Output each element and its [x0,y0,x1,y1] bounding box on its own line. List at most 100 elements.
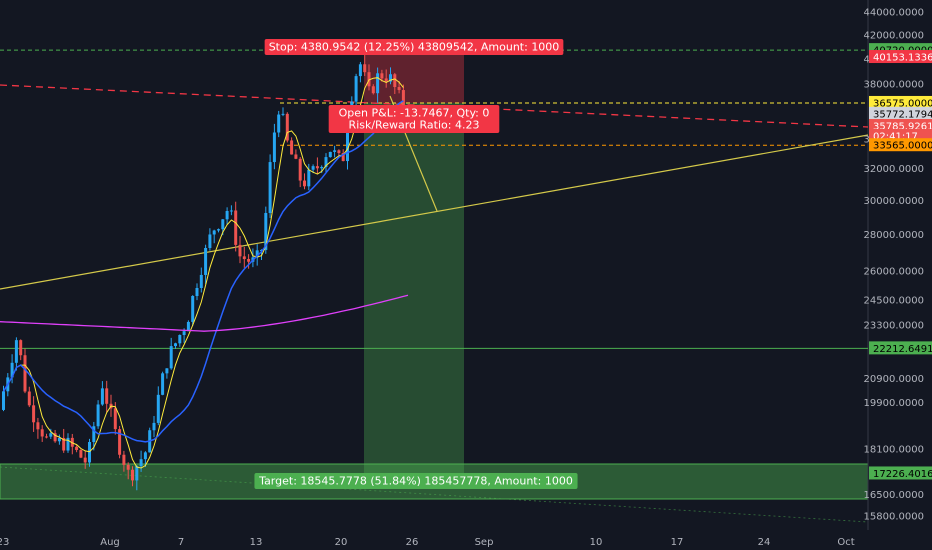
candle-body [199,274,203,288]
candle-body [195,287,199,296]
candle-body [19,340,23,356]
target-label-text: Target: 18545.7778 (51.84%) 185457778, A… [258,475,573,488]
candle-body [281,113,285,115]
candle-body [92,426,96,443]
time-tick-label: 20 [335,537,348,548]
price-tag-text: 36575.0000 [873,98,932,109]
candle-body [229,210,233,212]
candle-body [88,442,91,463]
pnl-label-bg [328,105,500,133]
moving-averages [0,77,409,469]
candle-body [389,74,392,82]
price-tick-label: 26000.0000 [864,266,924,277]
price-tick-label: 28000.0000 [864,230,924,241]
candle-body [397,87,401,91]
time-tick-label: 23 [0,537,9,548]
price-tick-label: 19900.0000 [864,398,924,409]
candle-body [83,457,87,463]
candle-body [346,130,349,162]
candle-body [208,234,212,249]
candle-body [363,64,367,73]
pnl-label-text: Risk/Reward Ratio: 4.23 [349,119,480,132]
candle-body [384,78,388,82]
candle-body [358,64,362,77]
time-tick-label: Oct [837,537,854,548]
price-tag-text: 35772.1794 [873,109,932,120]
ma-slow-line [0,294,409,332]
candle-body [45,436,48,438]
price-tag-bg [869,95,932,109]
price-tick-label: 30000.0000 [864,196,924,207]
stop-label-text: Stop: 4380.9542 (12.25%) 43809542, Amoun… [269,41,560,54]
target-zone [364,102,464,474]
candle-body [315,166,319,169]
time-axis[interactable]: 23 Aug 7 13 20 26 Sep 10 17 24 Oct [0,537,855,548]
candle-body [264,212,268,250]
price-tag-text: 17226.4016 [873,469,932,480]
candle-body [380,73,384,79]
price-tag-text: 22212.6491 [873,344,932,355]
candle-body [32,405,36,423]
ma-fast-line [3,77,404,469]
candle-body [156,394,160,423]
price-tick-label: 18100.0000 [864,445,924,456]
price-tag-text: 02:41:17 [873,131,918,142]
price-tick-label: 32000.0000 [864,164,924,175]
position-labels: Stop: 4380.9542 (12.25%) 43809542, Amoun… [254,39,578,489]
price-tag-text: 33565.0000 [873,141,932,152]
candle-body [10,362,14,378]
candle-body [328,151,332,158]
price-tag-bg [869,466,932,480]
candle-body [272,132,276,163]
candle-body [62,437,66,451]
candle-body [393,74,397,88]
candle-body [57,437,61,442]
candle-body [79,450,83,458]
candle-body [36,422,40,430]
candle-body [178,334,182,344]
position-zones [0,50,869,500]
candle-body [161,373,165,395]
candle-body [354,76,358,102]
candle-body [294,154,298,159]
target-label-bg [254,473,578,489]
candle-body [191,295,195,322]
candle-body [23,355,27,392]
candle-body [367,72,371,87]
candle-body [247,259,251,262]
candle-body [217,229,220,231]
time-tick-label: 13 [250,537,263,548]
price-tick-label: 42000.0000 [864,30,924,41]
candle-body [174,343,177,347]
candle-body [255,250,259,258]
candle-body [126,464,130,470]
price-tag: 36575.0000 [869,95,932,109]
candle-body [53,433,57,442]
time-tick-label: 26 [406,537,419,548]
time-tick-label: 7 [178,537,184,548]
candle-body [2,391,5,410]
candle-body [225,211,229,220]
candle-body [186,321,190,332]
candle-body [14,340,18,363]
candle-body [75,446,79,451]
candle-body [105,388,109,404]
candle-body [27,391,31,406]
target-band [0,463,869,500]
stop-label: Stop: 4380.9542 (12.25%) 43809542, Amoun… [264,39,564,55]
price-tag: 40153.1336 [869,50,932,64]
price-tick-label: 20900.0000 [864,374,924,385]
price-tags: 40720.000040153.133636575.000035772.1794… [869,43,932,480]
candle-body [152,422,156,431]
candle-body [303,180,306,187]
candle-body [113,408,117,430]
time-tick-label: 17 [671,537,684,548]
price-tag-bg [869,341,932,355]
price-tag: 17226.4016 [869,466,932,480]
candle-body [290,140,294,155]
time-tick-label: 10 [590,537,603,548]
candle-body [234,210,238,245]
candle-body [182,331,186,335]
